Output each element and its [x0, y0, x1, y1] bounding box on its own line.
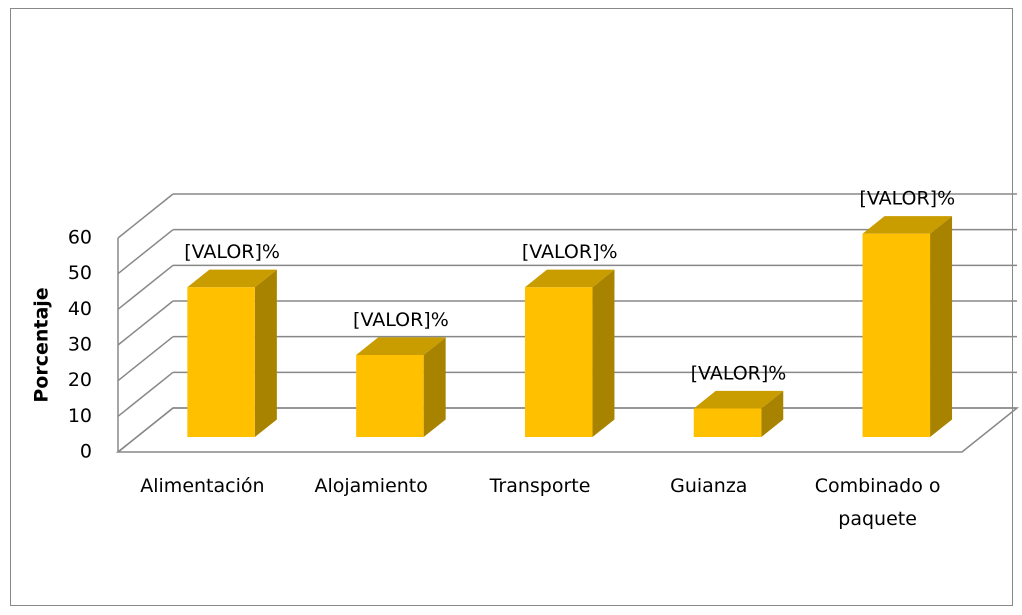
bar	[524, 287, 593, 438]
data-label: [VALOR]%	[691, 362, 787, 384]
grid-line	[117, 336, 174, 382]
y-tick-label: 30	[68, 334, 92, 356]
bar-top	[862, 216, 953, 234]
bar	[862, 233, 931, 438]
y-tick-label: 0	[80, 441, 92, 463]
data-label: [VALOR]%	[353, 309, 449, 331]
x-tick-label: Guianza	[670, 475, 748, 497]
y-tick-label: 10	[68, 405, 92, 427]
data-label: [VALOR]%	[184, 241, 280, 263]
grid-line	[117, 407, 174, 453]
bar-side	[761, 390, 784, 438]
grid-line	[117, 371, 174, 417]
bar	[187, 287, 255, 438]
bar-top	[693, 390, 784, 409]
bar-top	[356, 337, 446, 356]
bar	[356, 355, 424, 438]
bar-top	[187, 269, 277, 288]
y-tick-label: 50	[68, 262, 92, 284]
bar-top	[524, 269, 615, 288]
chart-border	[10, 8, 1013, 606]
bar	[693, 408, 762, 438]
bar-side	[592, 269, 615, 438]
bar-side	[423, 337, 446, 438]
grid-line	[117, 193, 174, 239]
x-tick-label: Alimentación	[140, 475, 265, 497]
y-tick-label: 40	[68, 298, 92, 320]
x-tick-label: Combinado o paquete	[814, 475, 941, 530]
y-tick-label: 60	[68, 227, 92, 249]
grid-line	[117, 229, 174, 275]
grid-line	[117, 300, 174, 346]
data-label: [VALOR]%	[522, 241, 618, 263]
x-tick-label: Transporte	[489, 475, 591, 497]
y-axis-title: Porcentaje	[31, 287, 53, 402]
bar-side	[254, 269, 277, 438]
data-label: [VALOR]%	[859, 188, 955, 210]
grid-line	[117, 264, 174, 310]
y-tick-label: 20	[68, 369, 92, 391]
bar-side	[930, 216, 953, 438]
x-tick-label: Alojamiento	[314, 475, 428, 497]
